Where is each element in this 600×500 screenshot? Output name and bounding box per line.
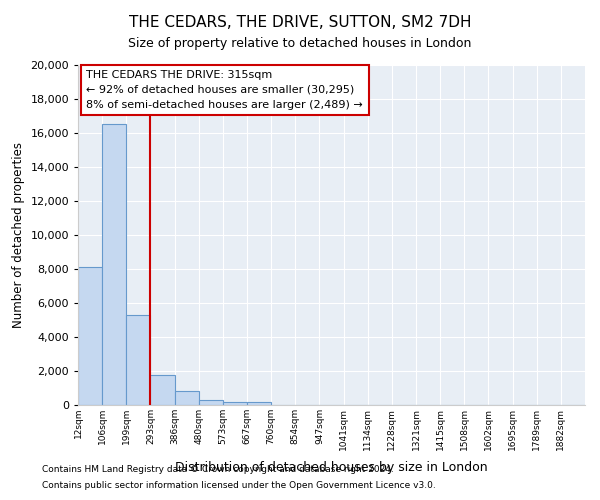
Bar [223, 402, 247, 405]
Text: THE CEDARS, THE DRIVE, SUTTON, SM2 7DH: THE CEDARS, THE DRIVE, SUTTON, SM2 7DH [129, 15, 471, 30]
Text: Size of property relative to detached houses in London: Size of property relative to detached ho… [128, 38, 472, 51]
Bar [199, 400, 223, 405]
Text: Contains public sector information licensed under the Open Government Licence v3: Contains public sector information licen… [42, 480, 436, 490]
Bar [247, 402, 271, 405]
Text: Contains HM Land Registry data © Crown copyright and database right 2024.: Contains HM Land Registry data © Crown c… [42, 466, 394, 474]
X-axis label: Distribution of detached houses by size in London: Distribution of detached houses by size … [175, 461, 488, 474]
Y-axis label: Number of detached properties: Number of detached properties [12, 142, 25, 328]
Bar [102, 124, 126, 405]
Bar [175, 392, 199, 405]
Text: THE CEDARS THE DRIVE: 315sqm
← 92% of detached houses are smaller (30,295)
8% of: THE CEDARS THE DRIVE: 315sqm ← 92% of de… [86, 70, 363, 110]
Bar [151, 375, 175, 405]
Bar [126, 315, 151, 405]
Bar [78, 268, 102, 405]
